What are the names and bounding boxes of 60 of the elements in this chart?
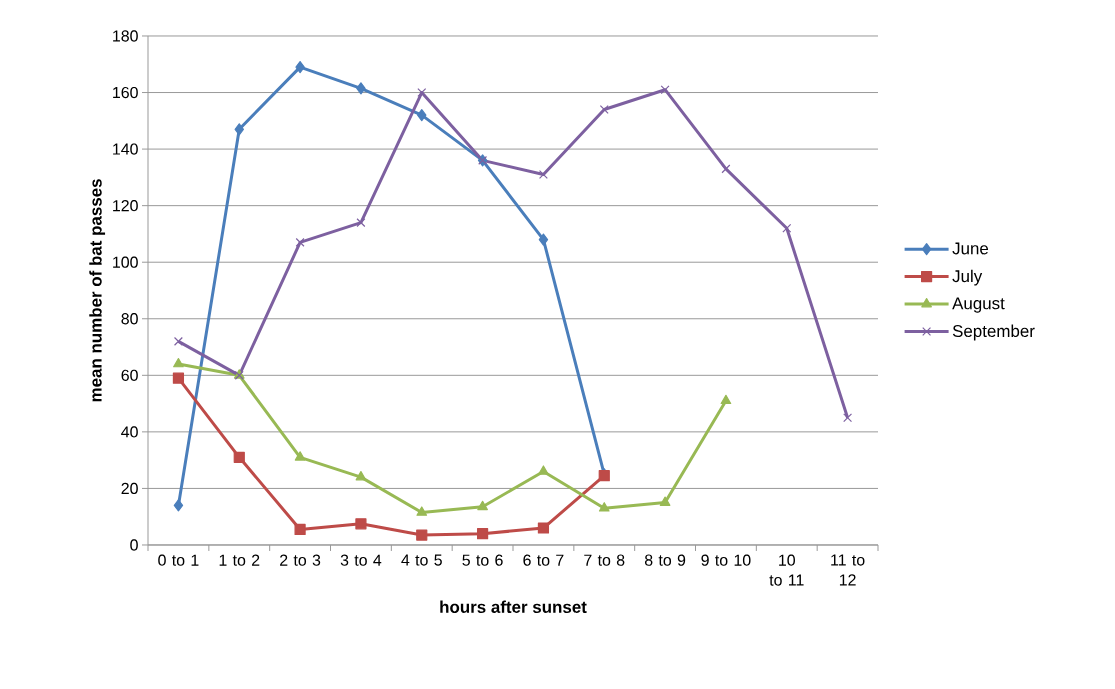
- x-tick-label: 8 to 9: [644, 554, 686, 566]
- point: [417, 109, 427, 122]
- legend-label: September: [952, 324, 1035, 341]
- y-tick-label: 180: [113, 30, 138, 42]
- legend-label: June: [952, 242, 989, 255]
- point: [294, 451, 306, 461]
- x-axis-title: hours after sunset: [440, 600, 587, 613]
- point: [598, 502, 610, 512]
- x-tick-label: 1 to 2: [219, 554, 260, 566]
- y-tick-label: 140: [113, 143, 138, 155]
- y-tick-label: 120: [113, 200, 138, 212]
- point: [660, 85, 670, 95]
- point: [538, 465, 549, 475]
- y-tick-label: 160: [113, 86, 138, 99]
- x-tick-label: 4 to 5: [401, 554, 442, 566]
- point: [356, 82, 366, 95]
- point: [295, 237, 305, 247]
- point: [416, 506, 428, 516]
- point: [295, 60, 305, 74]
- y-tick-label: 80: [121, 313, 138, 325]
- point: [356, 218, 366, 228]
- x-tick-label: 3 to 4: [340, 554, 382, 566]
- point: [173, 499, 184, 512]
- y-tick-label: 0: [130, 539, 138, 551]
- x-tick-label: 7 to 8: [584, 554, 625, 566]
- y-tick-label: 40: [121, 426, 138, 438]
- point: [782, 223, 792, 233]
- point: [416, 529, 428, 541]
- point: [173, 357, 184, 368]
- point: [477, 528, 489, 540]
- legend-label: July: [952, 269, 983, 286]
- point: [294, 523, 306, 536]
- y-tick-label: 20: [121, 482, 138, 495]
- point: [234, 123, 244, 136]
- point: [417, 88, 427, 98]
- point: [599, 105, 609, 114]
- legend-label: August: [952, 297, 1005, 313]
- point: [721, 164, 731, 174]
- point: [843, 413, 853, 423]
- point: [477, 500, 488, 511]
- x-tick-label: 10 to 11: [769, 554, 804, 586]
- x-tick-label: 0 to 1: [158, 554, 199, 566]
- point: [233, 451, 245, 463]
- x-tick-label: 11 to 12: [831, 554, 865, 586]
- y-tick-label: 100: [113, 256, 138, 268]
- point: [720, 394, 732, 405]
- x-tick-label: 2 to 3: [280, 554, 321, 566]
- point: [172, 372, 185, 384]
- point: [173, 336, 183, 346]
- x-tick-label: 5 to 6: [462, 554, 503, 566]
- y-axis-title: mean number of bat passes: [89, 179, 106, 402]
- y-tick-label: 60: [121, 369, 138, 381]
- x-tick-label: 9 to 10: [701, 554, 751, 566]
- x-tick-label: 6 to 7: [523, 554, 564, 566]
- point: [355, 518, 367, 530]
- point: [538, 233, 549, 246]
- point: [355, 471, 367, 481]
- point: [537, 522, 550, 534]
- point: [538, 170, 548, 180]
- point: [659, 496, 671, 506]
